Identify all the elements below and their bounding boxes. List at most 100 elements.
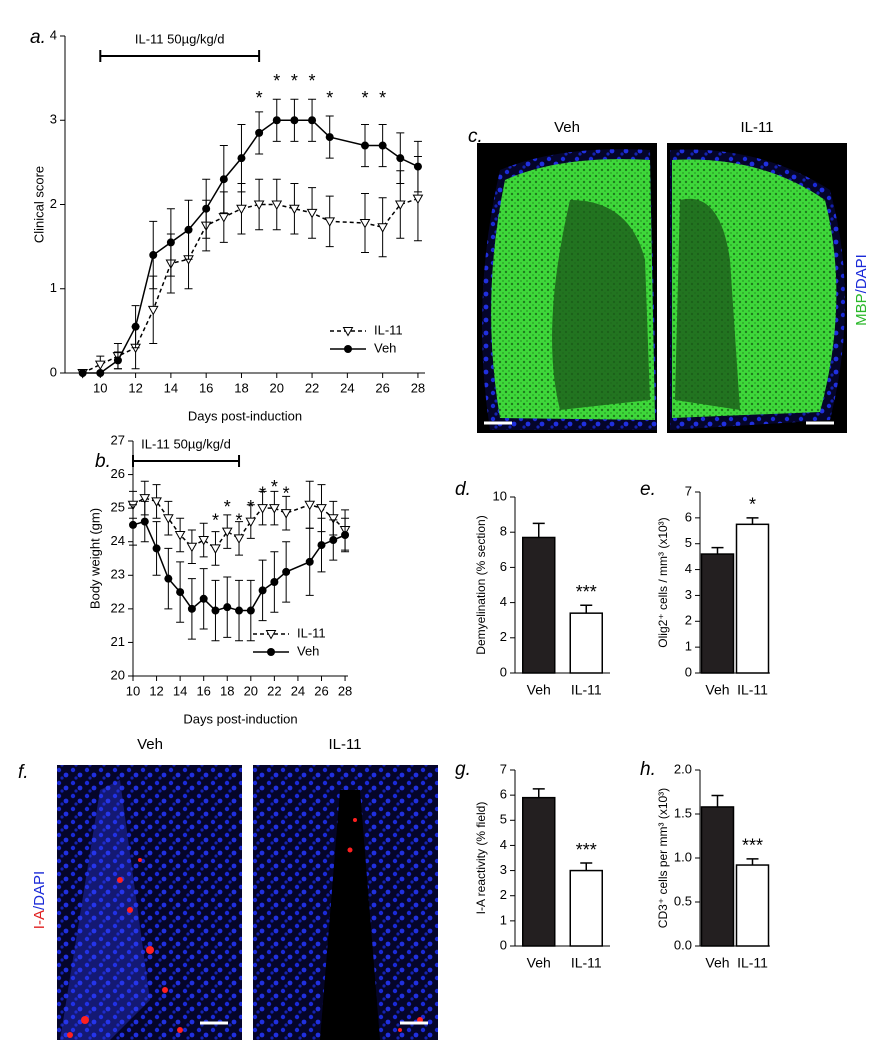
- y-tick-label: 2: [500, 887, 507, 902]
- stain-part: /DAPI: [853, 254, 870, 293]
- y-tick-label: 1.0: [674, 849, 692, 864]
- marker: [394, 200, 406, 211]
- y-tick-label: 27: [111, 432, 125, 447]
- y-tick-label: 22: [111, 600, 125, 615]
- panel-label: d.: [455, 479, 471, 500]
- marker: [290, 116, 299, 125]
- y-tick-label: 0.5: [674, 893, 692, 908]
- x-tick-label: 10: [93, 380, 107, 395]
- stain-label: MBP/DAPI: [853, 254, 870, 326]
- marker: [164, 574, 173, 583]
- significance: *: [379, 88, 386, 108]
- y-tick-label: 24: [111, 533, 125, 548]
- x-tick-label: Veh: [705, 955, 729, 971]
- legend-marker: [267, 648, 275, 656]
- marker: [413, 162, 422, 171]
- y-tick-label: 20: [111, 667, 125, 682]
- marker: [218, 213, 230, 223]
- image-f: [57, 765, 438, 1040]
- marker: [151, 497, 162, 507]
- image-label: Veh: [554, 119, 580, 136]
- x-tick-label: IL-11: [737, 955, 768, 971]
- marker: [270, 578, 279, 586]
- marker: [139, 494, 151, 504]
- marker: [412, 194, 424, 205]
- significance: *: [361, 88, 368, 108]
- y-tick-label: 23: [111, 567, 125, 582]
- marker: [359, 219, 371, 229]
- marker: [341, 531, 350, 539]
- marker: [187, 604, 196, 613]
- panel-label: b.: [95, 451, 111, 472]
- y-tick-label: 0: [500, 664, 507, 679]
- marker: [396, 154, 405, 163]
- error-bar: [711, 794, 724, 807]
- marker: [308, 116, 317, 125]
- marker: [305, 557, 314, 566]
- marker: [223, 603, 232, 612]
- marker: [199, 594, 208, 603]
- marker: [166, 238, 175, 247]
- error-bar: [711, 546, 724, 555]
- significance: ***: [742, 836, 763, 856]
- y-axis-label: Demyelination (% section): [474, 515, 488, 654]
- y-axis-label: CD3⁺ cells per mm³ (x10³): [656, 788, 670, 928]
- x-tick-label: 14: [173, 683, 187, 698]
- x-tick-label: 14: [164, 380, 178, 395]
- y-axis-label: I-A reactivity (% field): [474, 802, 488, 915]
- x-tick-label: 26: [375, 380, 389, 395]
- marker: [78, 369, 87, 377]
- error-bar: [532, 522, 545, 538]
- x-tick-label: 12: [149, 683, 163, 698]
- marker: [219, 175, 228, 184]
- marker: [271, 200, 283, 211]
- y-tick-label: 4: [500, 837, 507, 852]
- marker: [377, 223, 389, 233]
- y-tick-label: 26: [111, 466, 125, 481]
- y-tick-label: 1.5: [674, 805, 692, 820]
- error-bar: [746, 517, 759, 525]
- x-axis-label: Days post-induction: [188, 408, 302, 423]
- legend-label: Veh: [374, 340, 396, 355]
- marker: [289, 204, 300, 215]
- marker: [140, 517, 149, 526]
- x-tick-label: Veh: [705, 682, 729, 698]
- significance: ***: [576, 582, 597, 602]
- x-tick-label: 20: [270, 380, 284, 395]
- marker: [378, 141, 387, 150]
- y-tick-label: 25: [111, 500, 125, 515]
- y-tick-label: 6: [500, 787, 507, 802]
- marker: [113, 356, 122, 365]
- y-tick-label: 3: [50, 112, 57, 127]
- marker: [361, 141, 369, 150]
- bar: [569, 869, 603, 947]
- y-tick-label: 2.0: [674, 761, 692, 776]
- marker: [269, 504, 280, 514]
- legend-label: IL-11: [297, 625, 326, 640]
- x-tick-label: 22: [305, 380, 319, 395]
- error-bar: [580, 604, 593, 614]
- x-tick-label: 26: [314, 683, 328, 698]
- y-tick-label: 3: [685, 587, 692, 602]
- x-tick-label: 18: [234, 380, 248, 395]
- significance: *: [749, 495, 756, 515]
- marker: [211, 606, 220, 615]
- marker: [329, 536, 338, 545]
- y-tick-label: 1: [500, 912, 507, 927]
- x-tick-label: 24: [340, 380, 354, 395]
- panel-label: f.: [18, 762, 29, 783]
- marker: [327, 514, 339, 524]
- x-tick-label: 22: [267, 683, 281, 698]
- marker: [235, 606, 244, 615]
- significance: *: [273, 71, 280, 91]
- marker: [257, 504, 268, 514]
- significance: *: [256, 88, 263, 108]
- marker: [245, 517, 257, 528]
- y-tick-label: 0: [685, 664, 692, 679]
- y-tick-label: 7: [685, 483, 692, 498]
- significance: *: [271, 477, 278, 497]
- y-tick-label: 21: [111, 634, 125, 649]
- significance: *: [224, 497, 231, 517]
- marker: [131, 322, 140, 331]
